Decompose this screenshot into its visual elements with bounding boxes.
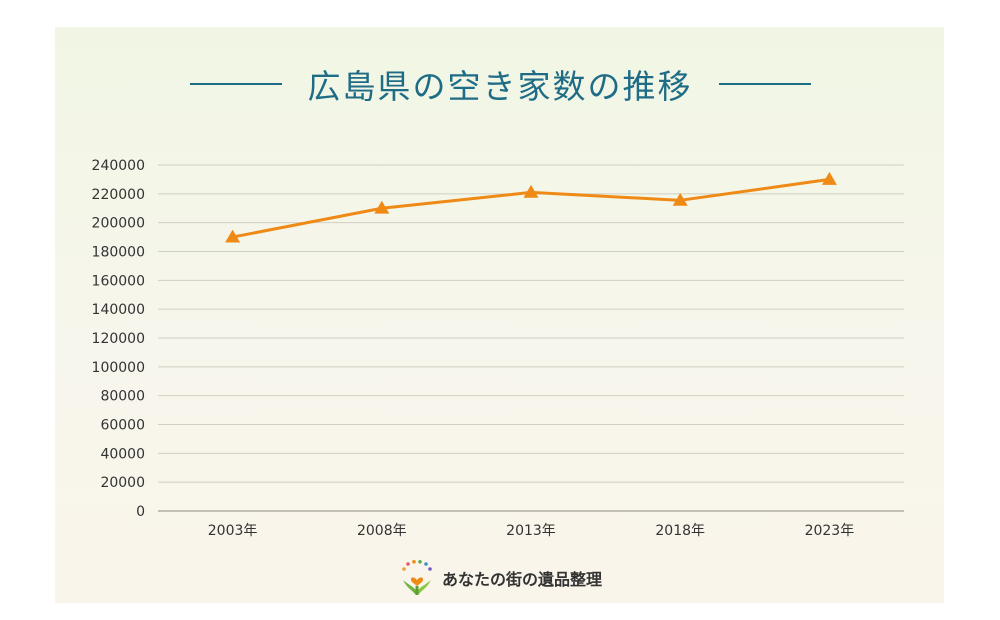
y-tick-label: 140000	[92, 302, 145, 318]
y-tick-label: 20000	[100, 475, 145, 491]
gridlines	[158, 164, 904, 512]
y-tick-label: 60000	[100, 418, 145, 434]
data-point-marker	[523, 184, 539, 198]
y-tick-label: 220000	[92, 187, 145, 203]
sprout-heart-logo-icon	[402, 560, 432, 595]
data-point-marker	[821, 171, 837, 185]
y-tick-label: 80000	[100, 389, 145, 405]
y-tick-label: 180000	[92, 245, 145, 261]
title-rule-right	[718, 83, 811, 85]
y-tick-label: 120000	[92, 331, 145, 347]
x-tick-label: 2018年	[655, 523, 705, 539]
series-layer	[225, 171, 837, 243]
brand-footer: あなたの街の遺品整理	[0, 560, 1000, 595]
y-tick-label: 240000	[92, 158, 145, 174]
x-tick-label: 2013年	[506, 523, 556, 539]
y-tick-label: 160000	[92, 273, 145, 289]
y-axis-ticks: 0 20000 40000 60000 80000 100000 120000 140000 1…	[92, 158, 145, 520]
y-tick-label: 200000	[92, 216, 145, 232]
x-tick-label: 2003年	[208, 523, 258, 539]
data-point-marker	[374, 200, 390, 214]
chart-title: 広島県の空き家数の推移	[307, 67, 693, 106]
x-tick-label: 2008年	[357, 523, 407, 539]
data-point-marker	[225, 229, 241, 243]
title-block: 広島県の空き家数の推移	[0, 58, 1000, 110]
y-tick-label: 0	[136, 504, 145, 520]
y-tick-label: 40000	[100, 446, 145, 462]
title-rule-left	[189, 83, 282, 85]
chart-card	[55, 27, 944, 603]
brand-name: あなたの街の遺品整理	[441, 570, 602, 589]
y-tick-label: 100000	[92, 360, 145, 376]
x-tick-label: 2023年	[805, 523, 855, 539]
x-axis-ticks: 2003年 2008年 2013年 2018年 2023年	[208, 523, 854, 539]
data-point-marker	[672, 192, 688, 206]
